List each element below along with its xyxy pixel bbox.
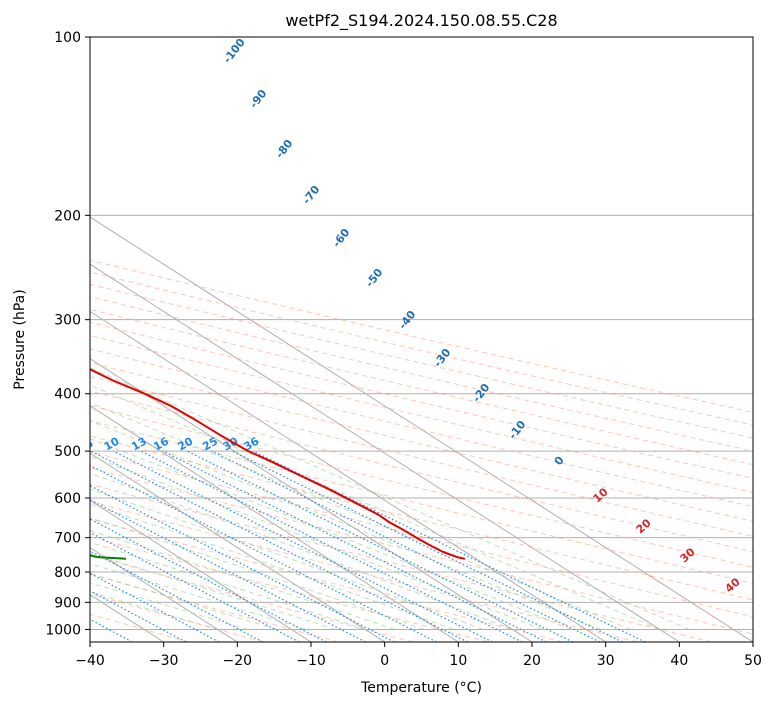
dry-adiabat-line [90, 451, 753, 618]
y-axis: 100 200 300 400 500 600 700 800 900 1000 [45, 30, 90, 638]
x-tick-label: 40 [670, 653, 688, 669]
mixing-ratio-line [113, 450, 493, 642]
x-tick-label: −10 [296, 653, 326, 669]
dry-adiabat-line [90, 376, 753, 537]
y-tick-label: 900 [54, 595, 81, 611]
dry-adiabat-line [90, 420, 753, 584]
x-tick-label: 20 [523, 653, 541, 669]
isotherm-line [90, 452, 385, 642]
dry-adiabat-line [90, 259, 753, 413]
y-tick-label: 300 [54, 313, 81, 329]
x-tick-label: −30 [149, 653, 179, 669]
moist-adiabat-line [90, 572, 277, 630]
mixing-ratio-line [186, 450, 574, 642]
dry-adiabat-line [90, 500, 638, 642]
x-tick-label: 0 [380, 653, 389, 669]
moist-adiabat-line [90, 420, 601, 630]
y-axis-label: Pressure (hPa) [12, 289, 28, 389]
y-tick-label: 500 [54, 444, 81, 460]
mixing-ratio-line [140, 450, 523, 642]
isotherm-line [90, 499, 312, 642]
mixing-ratio-label: 8 [82, 437, 95, 452]
y-tick-label: 400 [54, 387, 81, 403]
dry-adiabat-line [90, 593, 264, 642]
y-tick-label: 200 [54, 208, 81, 224]
chart-title: wetPf2_S194.2024.150.08.55.C28 [285, 11, 557, 31]
y-tick-label: 1000 [45, 622, 81, 638]
mixing-ratio-line [90, 518, 327, 642]
moist-adiabat-line [90, 402, 631, 630]
moist-adiabat-line [90, 488, 484, 630]
mixing-ratio-line [162, 450, 547, 642]
moist-adiabat-line [90, 552, 336, 630]
plot-background [90, 37, 753, 642]
dry-adiabat-line [90, 554, 414, 642]
x-tick-label: −20 [223, 653, 253, 669]
x-tick-label: −40 [75, 653, 105, 669]
plot-frame [89, 36, 754, 643]
temperature-profile-line [90, 368, 466, 560]
x-tick-label: 30 [597, 653, 615, 669]
mixing-ratio-line [90, 450, 468, 642]
y-tick-label: 800 [54, 565, 81, 581]
mixing-ratio-line [90, 464, 437, 642]
isotherm-line [90, 216, 753, 642]
isotherm-line [90, 310, 606, 642]
moist-adiabat-line [90, 438, 572, 630]
background-lines [90, 37, 753, 642]
y-tick-label: 100 [54, 30, 81, 46]
mixing-ratio-line [90, 531, 300, 642]
moist-adiabat-line [90, 472, 513, 630]
moist-adiabat-line [90, 541, 366, 630]
isotherm-line [90, 263, 680, 642]
profile-series [90, 368, 466, 560]
dry-adiabat-line [90, 467, 753, 635]
dry-adiabat-line [90, 405, 753, 568]
x-tick-label: 50 [744, 653, 762, 669]
moist-adiabat-line [90, 517, 425, 630]
x-tick-label: 10 [449, 653, 467, 669]
x-axis: −40 −30 −20 −10 0 10 20 30 40 50 [75, 642, 762, 669]
dry-adiabat-line [90, 483, 712, 642]
y-tick-label: 600 [54, 491, 81, 507]
isotherm-line [90, 405, 459, 642]
x-axis-label: Temperature (°C) [360, 680, 482, 696]
moist-adiabat-line [90, 582, 248, 630]
mixing-ratio-line [232, 450, 623, 642]
y-tick-label: 700 [54, 531, 81, 547]
dry-adiabat-line [90, 362, 753, 522]
